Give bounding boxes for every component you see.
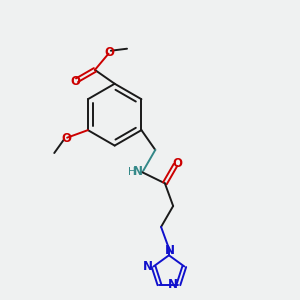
Text: O: O — [104, 46, 114, 59]
Text: O: O — [61, 132, 71, 146]
Text: N: N — [133, 165, 143, 178]
Text: H: H — [128, 167, 136, 177]
Text: N: N — [143, 260, 153, 273]
Text: N: N — [164, 244, 175, 257]
Text: O: O — [70, 75, 81, 88]
Text: N: N — [168, 278, 178, 291]
Text: O: O — [173, 157, 183, 170]
